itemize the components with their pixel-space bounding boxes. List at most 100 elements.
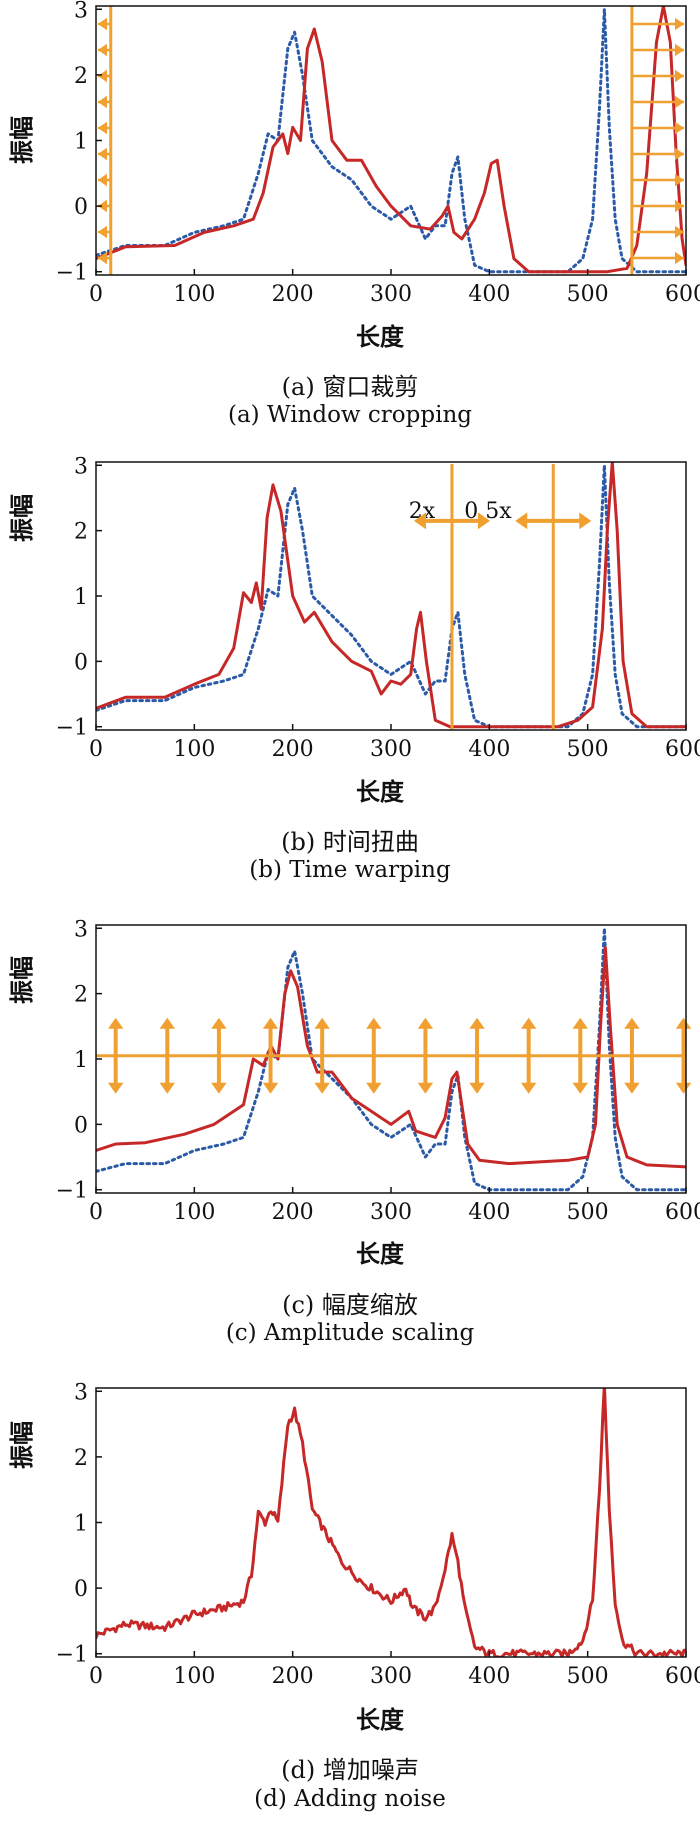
panel-b-xtick-label: 0	[89, 737, 103, 762]
panel-a-ytick-label: 3	[74, 0, 88, 23]
panel-c-ylabel: 振幅	[7, 956, 36, 1004]
crop-arrow-right-head	[675, 225, 684, 239]
crop-arrow-left-head	[98, 147, 107, 161]
crop-arrow-right-head	[675, 95, 684, 109]
scale-arrow-down-head	[572, 1082, 588, 1094]
panel-c-xtick-label: 500	[567, 1200, 609, 1225]
panel-b-series-original	[96, 463, 686, 729]
crop-arrow-right-head	[675, 173, 684, 187]
scale-arrow-up-head	[417, 1017, 434, 1029]
panel-a-crop-annotations	[98, 6, 684, 275]
panel-a-ytick-label: −1	[56, 261, 88, 286]
panel-d-xtick-label: 300	[370, 1664, 412, 1689]
panel-d-xtick-label: 600	[665, 1664, 700, 1689]
panel-c-xtick-label: 0	[89, 1200, 103, 1225]
panel-d-xtick-label: 400	[468, 1664, 510, 1689]
scale-arrow-up-head	[366, 1017, 382, 1029]
panel-b-xtick-label: 600	[665, 737, 700, 762]
crop-arrow-right-head	[675, 199, 684, 213]
panel-b-xlabel: 长度	[356, 777, 405, 806]
panel-c-scale-annotations	[96, 1017, 692, 1094]
panel-c-series-scaled	[96, 946, 686, 1169]
scale-arrow-up-head	[572, 1017, 588, 1029]
warp-arrow-right-head-1	[579, 512, 592, 530]
scale-arrow-up-head	[675, 1017, 692, 1029]
panel-c-series-original	[96, 926, 686, 1192]
panel-d-xtick-label: 100	[173, 1664, 215, 1689]
panel-b-xtick-label: 100	[173, 737, 215, 762]
panel-b-xtick-label: 200	[272, 737, 314, 762]
crop-arrow-right-head	[675, 147, 684, 161]
scale-arrow-down-head	[675, 1082, 692, 1094]
scale-arrow-down-head	[262, 1082, 279, 1094]
panel-d-xtick-label: 500	[567, 1664, 609, 1689]
scale-arrow-up-head	[314, 1017, 330, 1029]
panel-d-ytick-label: 0	[74, 1577, 88, 1602]
scale-arrow-up-head	[520, 1017, 537, 1029]
panel-b-ytick-label: 2	[74, 520, 88, 545]
caption-b-en: (b) Time warping	[249, 857, 451, 883]
scale-arrow-up-head	[107, 1017, 124, 1029]
crop-arrow-right-head	[675, 43, 684, 57]
crop-arrow-left-head	[98, 225, 107, 239]
panel-b-xtick-label: 400	[468, 737, 510, 762]
panel-d-xtick-label: 200	[272, 1664, 314, 1689]
crop-arrow-right-head	[675, 17, 684, 31]
crop-arrow-left-head	[98, 17, 107, 31]
crop-arrow-right-head	[675, 69, 684, 83]
crop-arrow-left-head	[98, 199, 107, 213]
panel-c-xtick-label: 200	[272, 1200, 314, 1225]
panel-a-series-original	[96, 7, 686, 274]
scale-arrow-down-head	[314, 1082, 330, 1094]
crop-arrow-left-head	[98, 95, 107, 109]
scale-arrow-down-head	[624, 1082, 640, 1094]
scale-arrow-up-head	[211, 1017, 227, 1029]
panel-c-ytick-label: 2	[74, 983, 88, 1008]
panel-d-series-noisy	[96, 1388, 686, 1657]
panel-a-xtick-label: 100	[173, 282, 215, 307]
crop-arrow-right-head	[675, 251, 684, 265]
scale-arrow-up-head	[624, 1017, 640, 1029]
panel-c-ytick-label: −1	[56, 1179, 88, 1204]
scale-arrow-down-head	[211, 1082, 227, 1094]
crop-arrow-left-head	[98, 43, 107, 57]
scale-arrow-down-head	[417, 1082, 434, 1094]
panel-b-ytick-label: 3	[74, 454, 88, 479]
caption-c-zh: (c) 幅度缩放	[282, 1291, 418, 1319]
scale-arrow-down-head	[366, 1082, 382, 1094]
panel-a-series-cropped	[96, 6, 686, 274]
scale-arrow-up-head	[469, 1017, 485, 1029]
panel-c-xlabel: 长度	[356, 1239, 405, 1268]
caption-d-en: (d) Adding noise	[254, 1786, 446, 1812]
panel-b-ytick-label: 0	[74, 650, 88, 675]
panel-c: 振幅 长度	[7, 956, 405, 1268]
panel-a-ytick-label: 1	[74, 130, 88, 155]
panel-c-ytick-label: 3	[74, 917, 88, 942]
panel-d-xlabel: 长度	[356, 1705, 405, 1734]
panel-d-ytick-label: 1	[74, 1512, 88, 1537]
panel-a: 振幅 长度	[7, 116, 405, 351]
panel-a-ytick-label: 2	[74, 64, 88, 89]
scale-arrow-down-head	[469, 1082, 485, 1094]
panel-a-xtick-label: 300	[370, 282, 412, 307]
crop-arrow-left-head	[98, 121, 107, 135]
panel-d-ytick-label: −1	[56, 1643, 88, 1668]
panel-b-ytick-label: −1	[56, 716, 88, 741]
caption-a-en: (a) Window cropping	[227, 402, 472, 428]
warp-arrow-left-head-1	[515, 512, 528, 530]
panel-c-ytick-label: 1	[74, 1048, 88, 1073]
warp-arrow-left-head-0	[413, 512, 426, 530]
panel-a-ytick-label: 0	[74, 195, 88, 220]
panel-a-xtick-label: 400	[468, 282, 510, 307]
panel-a-xtick-label: 600	[665, 282, 700, 307]
caption-c-en: (c) Amplitude scaling	[225, 1320, 475, 1346]
crop-arrow-right-head	[675, 121, 684, 135]
panel-d-ytick-label: 2	[74, 1446, 88, 1471]
scale-arrow-down-head	[107, 1082, 124, 1094]
caption-a-zh: (a) 窗口裁剪	[281, 373, 419, 401]
crop-arrow-left-head	[98, 251, 107, 265]
